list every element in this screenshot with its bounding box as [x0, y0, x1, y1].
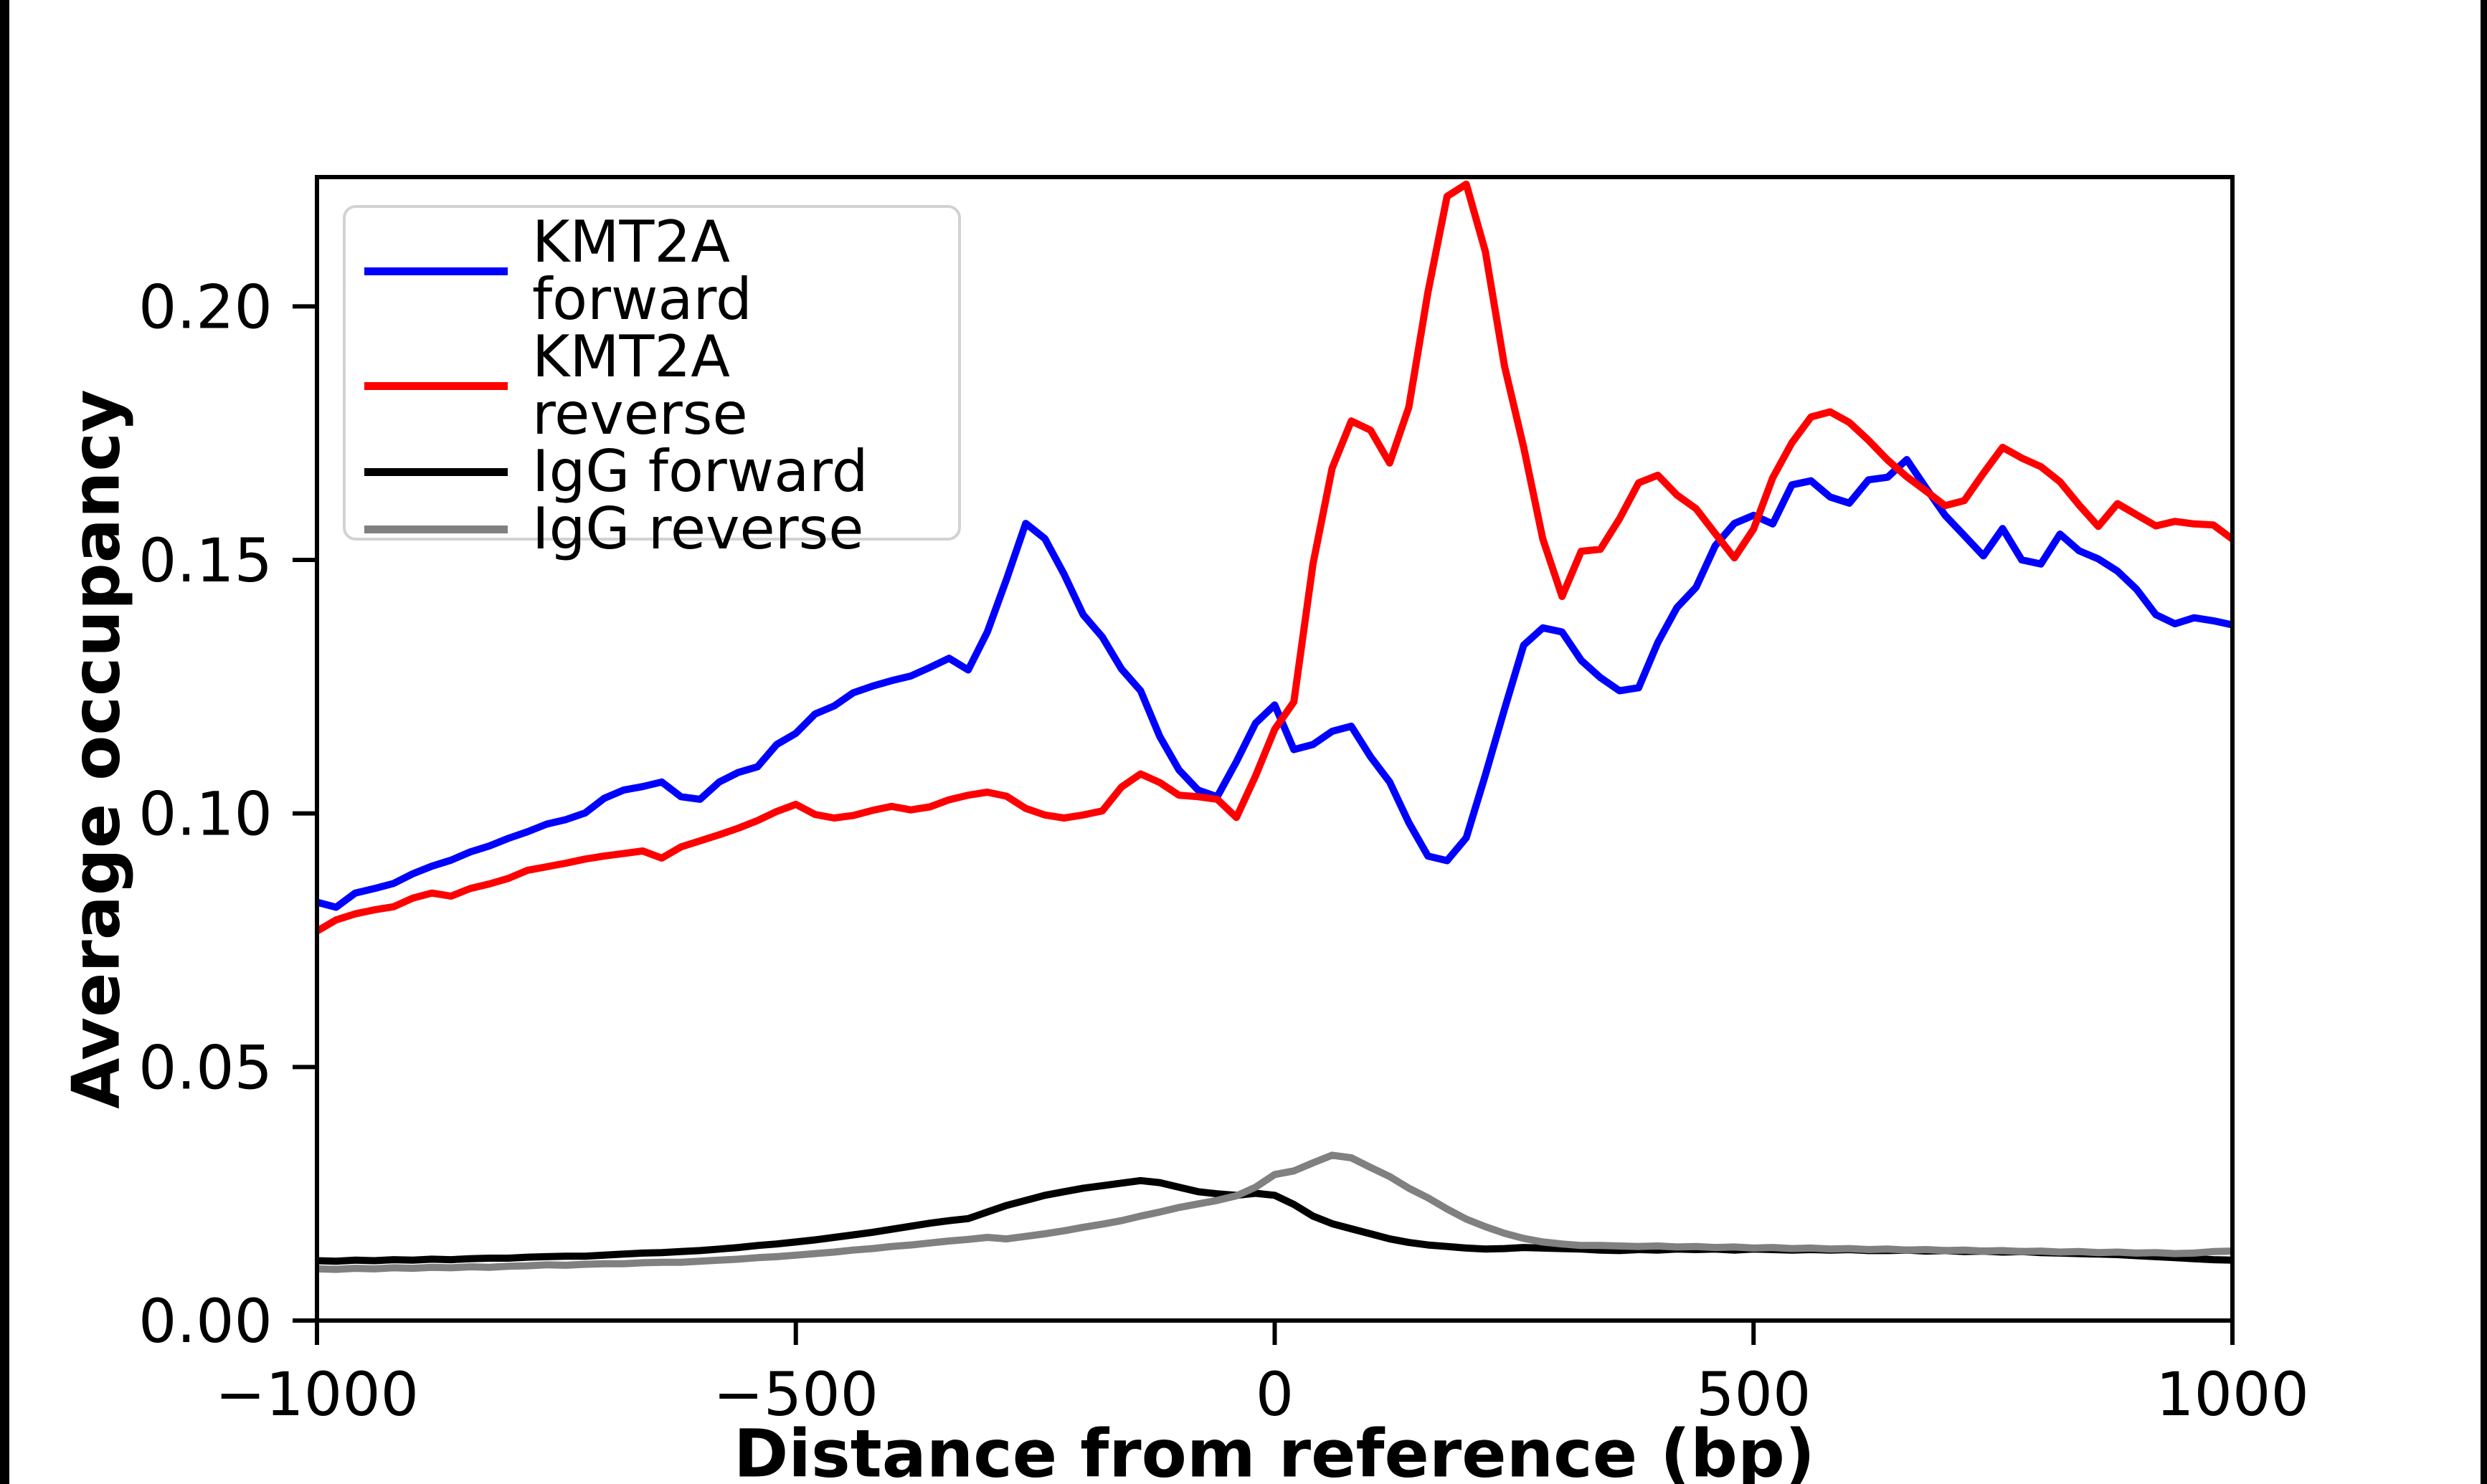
x-tick-label: 1000 — [2156, 1359, 2309, 1430]
y-tick-label: 0.20 — [138, 272, 273, 342]
y-tick-label: 0.00 — [138, 1286, 273, 1356]
legend-item-kmt2a-reverse: KMT2A reverse — [364, 328, 951, 443]
screen-edge-left — [0, 0, 9, 1484]
x-tick-label: −1000 — [215, 1359, 419, 1430]
series-line-kmt2a-forward — [316, 456, 2234, 911]
legend-label: KMT2A forward — [532, 209, 752, 333]
y-tick-label: 0.15 — [138, 525, 273, 596]
legend-label: IgG reverse — [532, 495, 864, 562]
y-tick-label: 0.05 — [138, 1032, 273, 1103]
y-tick-label: 0.10 — [138, 779, 273, 850]
series-line-igg-reverse — [316, 1151, 2233, 1273]
legend-line-swatch-kmt2a-forward — [364, 267, 508, 275]
legend: KMT2A forward KMT2A reverse IgG forward … — [343, 205, 961, 558]
legend-line-swatch-igg-forward — [364, 467, 508, 476]
legend-item-igg-reverse: IgG reverse — [364, 500, 951, 558]
x-tick-label: −500 — [713, 1359, 878, 1430]
legend-line-swatch-kmt2a-reverse — [364, 381, 508, 390]
series-line-kmt2a-reverse — [315, 180, 2235, 935]
legend-item-kmt2a-forward: KMT2A forward — [364, 214, 951, 328]
legend-label: KMT2A reverse — [532, 323, 748, 447]
legend-line-swatch-igg-reverse — [364, 525, 508, 533]
screen-edge-right — [2481, 0, 2487, 1484]
y-axis-title: Average occupancy — [57, 389, 135, 1109]
x-axis-title: Distance from reference (bp) — [734, 1415, 1815, 1484]
legend-item-igg-forward: IgG forward — [364, 443, 951, 500]
legend-label: IgG forward — [532, 438, 868, 505]
x-tick-label: 500 — [1696, 1359, 1811, 1430]
x-tick-label: 0 — [1256, 1359, 1294, 1430]
